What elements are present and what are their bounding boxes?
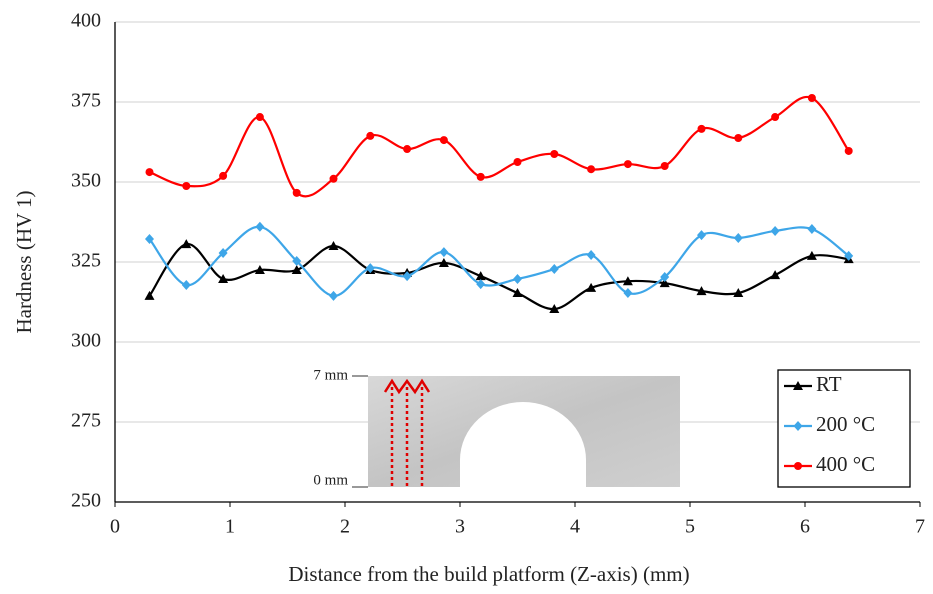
x-tick-label: 0 [110,516,120,538]
x-tick-label: 3 [455,516,465,538]
marker [181,280,191,291]
x-tick-label: 1 [225,516,235,538]
marker [181,239,192,249]
marker [794,462,802,470]
marker [586,249,596,260]
x-tick-label: 5 [685,516,695,538]
x-axis-label: Distance from the build platform (Z-axis… [288,562,689,586]
y-tick-label: 275 [71,410,101,432]
marker [549,264,559,275]
marker [793,381,803,390]
marker [806,250,817,260]
marker [844,146,853,155]
marker [292,256,302,267]
marker [659,278,670,288]
marker [439,136,448,145]
inset-top-label: 7 mm [313,367,348,383]
y-tick-label: 350 [71,170,101,192]
legend-label: RT [816,372,842,396]
marker [513,158,522,166]
marker [438,257,449,267]
marker [292,188,301,197]
y-tick-label: 250 [71,490,101,512]
specimen-hole [460,402,586,487]
marker [697,230,706,241]
legend-label: 200 °C [816,412,875,436]
marker [218,273,229,283]
x-tick-label: 4 [570,516,580,538]
marker [475,271,486,281]
marker [770,225,780,236]
x-tick-label: 7 [915,516,925,538]
marker [549,304,560,314]
marker [182,182,191,190]
measure-arrows [383,378,431,486]
marker [623,160,632,169]
marker [771,113,780,122]
marker [255,221,265,232]
marker [403,145,412,154]
marker [365,263,375,274]
marker [402,271,412,282]
marker [254,265,265,274]
marker [328,241,339,250]
inset-bottom-label: 0 mm [313,472,348,488]
marker [218,248,228,259]
marker [329,174,338,183]
y-tick-label: 325 [71,250,101,272]
marker [255,113,264,122]
marker [476,279,486,290]
marker [291,265,302,274]
marker [696,286,707,296]
marker [770,270,781,280]
marker [844,250,854,261]
marker [623,288,633,299]
marker [144,290,155,300]
marker [439,247,449,258]
marker [587,165,596,174]
y-tick-label: 300 [71,330,101,352]
marker [366,131,375,140]
marker [512,288,523,298]
marker [329,290,338,301]
x-tick-label: 2 [340,516,350,538]
marker [145,168,154,177]
marker [660,162,669,170]
marker [586,282,597,292]
grid [115,21,920,503]
marker [219,171,228,180]
marker [513,273,522,284]
legend: RT 200 °C 400 °C [777,369,911,488]
marker [733,233,743,243]
marker [807,224,817,235]
y-tick-label: 375 [71,90,101,112]
marker [807,94,816,102]
marker [733,288,744,298]
y-axis-label: Hardness (HV 1) [12,190,36,333]
marker [660,272,670,283]
y-tick-label: 400 [71,10,101,32]
marker [476,172,485,181]
marker [145,233,154,244]
marker [550,150,559,158]
marker [697,124,706,133]
marker [793,421,803,431]
marker [622,276,633,286]
inset: 7 mm 0 mm [313,367,680,488]
marker [734,134,743,142]
legend-label: 400 °C [816,452,875,476]
x-tick-label: 6 [800,516,810,538]
series-line [148,242,849,311]
